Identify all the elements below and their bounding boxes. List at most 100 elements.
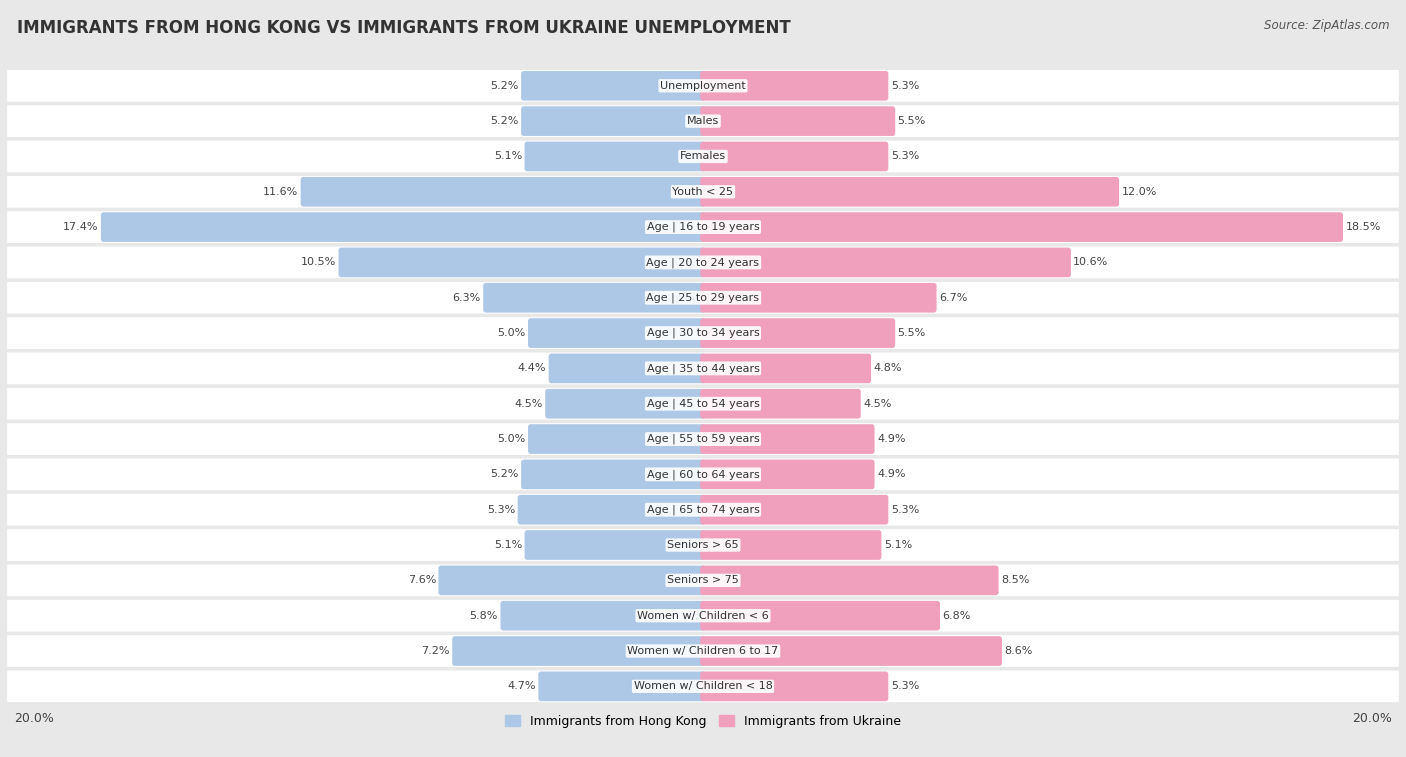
Text: 7.2%: 7.2% xyxy=(422,646,450,656)
Text: 5.3%: 5.3% xyxy=(891,81,920,91)
FancyBboxPatch shape xyxy=(339,248,706,277)
FancyBboxPatch shape xyxy=(522,106,706,136)
Text: 5.3%: 5.3% xyxy=(486,505,515,515)
Text: Age | 55 to 59 years: Age | 55 to 59 years xyxy=(647,434,759,444)
Text: 20.0%: 20.0% xyxy=(1353,712,1392,724)
Text: 8.5%: 8.5% xyxy=(1001,575,1029,585)
Text: Age | 45 to 54 years: Age | 45 to 54 years xyxy=(647,398,759,409)
FancyBboxPatch shape xyxy=(700,354,872,383)
FancyBboxPatch shape xyxy=(700,671,889,701)
FancyBboxPatch shape xyxy=(439,565,706,595)
FancyBboxPatch shape xyxy=(700,424,875,454)
FancyBboxPatch shape xyxy=(501,601,706,631)
Text: Males: Males xyxy=(688,116,718,126)
Text: 5.5%: 5.5% xyxy=(897,328,927,338)
Text: IMMIGRANTS FROM HONG KONG VS IMMIGRANTS FROM UKRAINE UNEMPLOYMENT: IMMIGRANTS FROM HONG KONG VS IMMIGRANTS … xyxy=(17,19,790,37)
Text: 4.5%: 4.5% xyxy=(863,399,891,409)
FancyBboxPatch shape xyxy=(7,494,1399,525)
FancyBboxPatch shape xyxy=(7,423,1399,455)
FancyBboxPatch shape xyxy=(524,530,706,560)
FancyBboxPatch shape xyxy=(700,177,1119,207)
Text: 5.0%: 5.0% xyxy=(498,434,526,444)
FancyBboxPatch shape xyxy=(700,459,875,489)
Text: 6.8%: 6.8% xyxy=(942,611,970,621)
FancyBboxPatch shape xyxy=(7,211,1399,243)
Text: 5.2%: 5.2% xyxy=(491,81,519,91)
Text: Seniors > 65: Seniors > 65 xyxy=(668,540,738,550)
Text: 5.5%: 5.5% xyxy=(897,116,927,126)
FancyBboxPatch shape xyxy=(522,459,706,489)
FancyBboxPatch shape xyxy=(700,283,936,313)
FancyBboxPatch shape xyxy=(7,176,1399,207)
FancyBboxPatch shape xyxy=(7,70,1399,101)
Text: 5.3%: 5.3% xyxy=(891,151,920,161)
FancyBboxPatch shape xyxy=(7,247,1399,279)
Text: 5.3%: 5.3% xyxy=(891,505,920,515)
FancyBboxPatch shape xyxy=(7,388,1399,419)
Text: 6.3%: 6.3% xyxy=(453,293,481,303)
FancyBboxPatch shape xyxy=(7,353,1399,385)
Text: Age | 65 to 74 years: Age | 65 to 74 years xyxy=(647,504,759,515)
Text: 17.4%: 17.4% xyxy=(63,222,98,232)
Text: 4.9%: 4.9% xyxy=(877,434,905,444)
FancyBboxPatch shape xyxy=(700,212,1343,242)
Text: Women w/ Children < 18: Women w/ Children < 18 xyxy=(634,681,772,691)
Text: 11.6%: 11.6% xyxy=(263,187,298,197)
Text: Age | 30 to 34 years: Age | 30 to 34 years xyxy=(647,328,759,338)
Text: 10.6%: 10.6% xyxy=(1073,257,1108,267)
Text: Women w/ Children 6 to 17: Women w/ Children 6 to 17 xyxy=(627,646,779,656)
Text: 12.0%: 12.0% xyxy=(1122,187,1157,197)
Text: Age | 25 to 29 years: Age | 25 to 29 years xyxy=(647,292,759,303)
Text: Age | 35 to 44 years: Age | 35 to 44 years xyxy=(647,363,759,374)
FancyBboxPatch shape xyxy=(700,636,1002,666)
Text: 5.2%: 5.2% xyxy=(491,469,519,479)
Text: 4.5%: 4.5% xyxy=(515,399,543,409)
Text: Source: ZipAtlas.com: Source: ZipAtlas.com xyxy=(1264,19,1389,32)
Text: 4.4%: 4.4% xyxy=(517,363,547,373)
FancyBboxPatch shape xyxy=(548,354,706,383)
Text: 20.0%: 20.0% xyxy=(14,712,53,724)
FancyBboxPatch shape xyxy=(529,424,706,454)
Text: Age | 20 to 24 years: Age | 20 to 24 years xyxy=(647,257,759,268)
Text: 5.1%: 5.1% xyxy=(494,151,522,161)
Text: 5.8%: 5.8% xyxy=(470,611,498,621)
Text: 5.3%: 5.3% xyxy=(891,681,920,691)
FancyBboxPatch shape xyxy=(7,105,1399,137)
FancyBboxPatch shape xyxy=(522,71,706,101)
FancyBboxPatch shape xyxy=(529,318,706,348)
FancyBboxPatch shape xyxy=(700,71,889,101)
FancyBboxPatch shape xyxy=(700,106,896,136)
Legend: Immigrants from Hong Kong, Immigrants from Ukraine: Immigrants from Hong Kong, Immigrants fr… xyxy=(501,710,905,733)
FancyBboxPatch shape xyxy=(700,495,889,525)
FancyBboxPatch shape xyxy=(301,177,706,207)
FancyBboxPatch shape xyxy=(7,282,1399,313)
FancyBboxPatch shape xyxy=(700,601,941,631)
FancyBboxPatch shape xyxy=(7,141,1399,173)
FancyBboxPatch shape xyxy=(7,671,1399,702)
FancyBboxPatch shape xyxy=(453,636,706,666)
Text: 5.2%: 5.2% xyxy=(491,116,519,126)
Text: 4.8%: 4.8% xyxy=(873,363,903,373)
Text: 18.5%: 18.5% xyxy=(1346,222,1381,232)
FancyBboxPatch shape xyxy=(517,495,706,525)
Text: Seniors > 75: Seniors > 75 xyxy=(666,575,740,585)
Text: 5.0%: 5.0% xyxy=(498,328,526,338)
FancyBboxPatch shape xyxy=(546,389,706,419)
FancyBboxPatch shape xyxy=(700,565,998,595)
Text: Unemployment: Unemployment xyxy=(661,81,745,91)
FancyBboxPatch shape xyxy=(7,529,1399,561)
FancyBboxPatch shape xyxy=(7,635,1399,667)
Text: 7.6%: 7.6% xyxy=(408,575,436,585)
FancyBboxPatch shape xyxy=(538,671,706,701)
Text: Females: Females xyxy=(681,151,725,161)
Text: Age | 16 to 19 years: Age | 16 to 19 years xyxy=(647,222,759,232)
FancyBboxPatch shape xyxy=(700,142,889,171)
FancyBboxPatch shape xyxy=(700,318,896,348)
FancyBboxPatch shape xyxy=(7,459,1399,491)
FancyBboxPatch shape xyxy=(700,248,1071,277)
Text: 8.6%: 8.6% xyxy=(1004,646,1033,656)
FancyBboxPatch shape xyxy=(700,389,860,419)
FancyBboxPatch shape xyxy=(524,142,706,171)
Text: 10.5%: 10.5% xyxy=(301,257,336,267)
Text: Women w/ Children < 6: Women w/ Children < 6 xyxy=(637,611,769,621)
